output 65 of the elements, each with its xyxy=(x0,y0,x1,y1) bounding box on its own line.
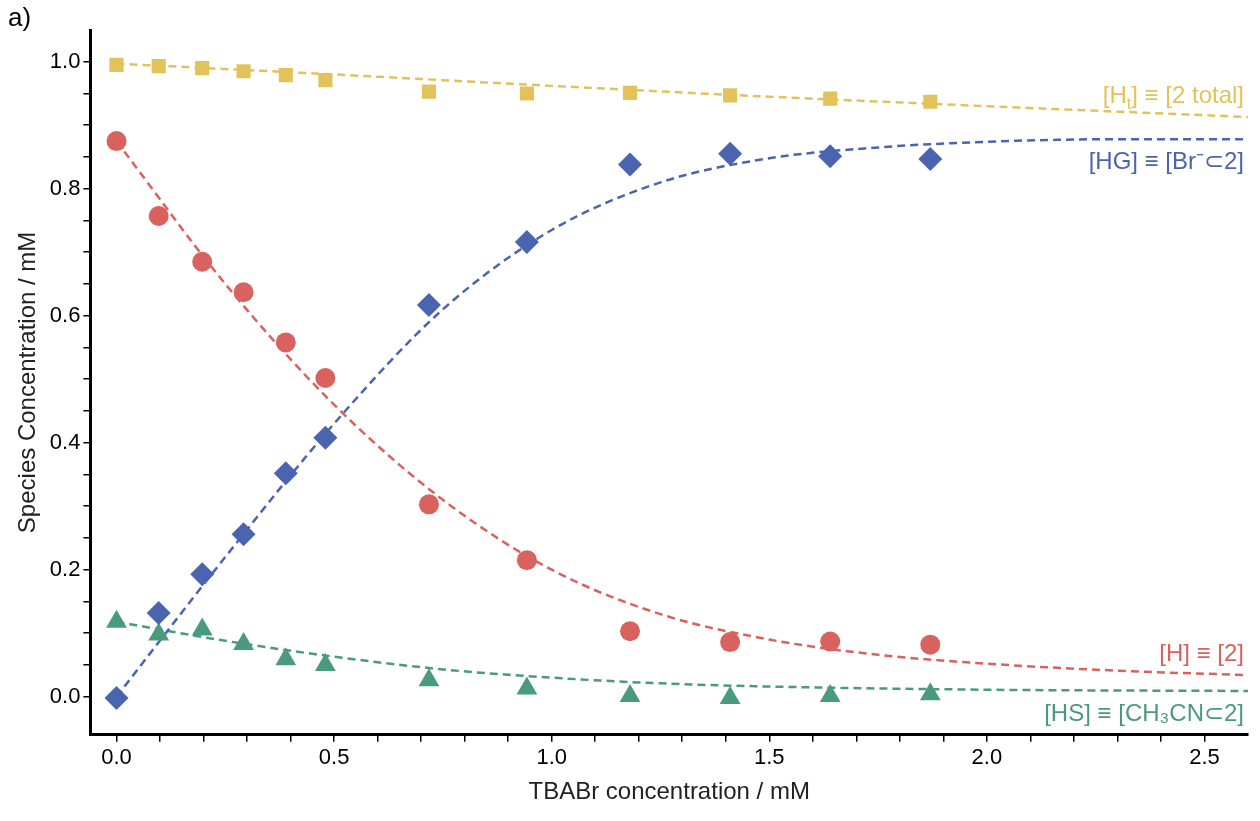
point xyxy=(109,57,124,72)
series-label: [HG] ≡ [Br⁻⊂2] xyxy=(1088,147,1244,175)
point xyxy=(820,631,841,652)
point xyxy=(418,668,440,687)
point xyxy=(315,367,336,388)
point xyxy=(315,652,336,671)
point xyxy=(275,332,296,353)
y-tick-label: 0.2 xyxy=(49,555,81,581)
point xyxy=(923,94,938,109)
point xyxy=(516,550,537,571)
y-tick-label: 0.8 xyxy=(49,174,81,200)
point xyxy=(273,461,298,486)
point xyxy=(275,647,297,666)
x-axis-title: TBABr concentration / mM xyxy=(528,777,810,805)
point xyxy=(421,84,437,99)
point xyxy=(104,685,129,710)
point xyxy=(622,85,638,100)
point xyxy=(918,146,943,171)
point xyxy=(818,144,843,169)
point xyxy=(318,73,333,88)
point xyxy=(514,230,539,255)
point xyxy=(416,292,441,317)
point xyxy=(148,206,169,227)
series-label: [HS] ≡ [CH₃CN⊂2] xyxy=(1044,698,1245,726)
x-tick-label: 2.5 xyxy=(1189,744,1220,770)
point xyxy=(278,68,293,83)
point xyxy=(313,425,338,450)
point xyxy=(191,617,213,636)
point xyxy=(233,282,254,303)
y-tick-label: 0.4 xyxy=(49,428,81,454)
x-tick-label: 2.0 xyxy=(971,744,1003,770)
point xyxy=(106,131,127,152)
point xyxy=(723,88,738,103)
point xyxy=(190,562,215,587)
point xyxy=(620,621,641,642)
point xyxy=(236,64,251,79)
series-label: [H] ≡ [2] xyxy=(1159,639,1245,667)
point xyxy=(106,609,127,628)
point xyxy=(146,600,171,625)
x-tick-label: 1.0 xyxy=(536,744,567,770)
text: a) xyxy=(8,2,32,33)
point xyxy=(819,684,841,703)
y-axis-title: Species Concentration / mM xyxy=(13,231,41,534)
point xyxy=(516,676,538,695)
x-tick-label: 0.5 xyxy=(318,744,350,770)
y-tick-label: 1.0 xyxy=(49,47,81,73)
x-tick-label: 0.0 xyxy=(101,744,132,770)
point xyxy=(418,494,439,515)
point xyxy=(920,634,941,655)
point xyxy=(148,622,170,641)
point xyxy=(231,522,256,547)
point xyxy=(619,684,641,703)
point xyxy=(718,141,743,166)
y-tick-label: 0.6 xyxy=(49,301,81,327)
point xyxy=(192,251,213,272)
y-tick-label: 0.0 xyxy=(49,682,81,708)
point xyxy=(719,685,741,704)
point xyxy=(618,152,643,177)
point xyxy=(519,86,534,101)
point xyxy=(919,682,941,701)
x-tick-label: 1.5 xyxy=(753,744,785,770)
point xyxy=(195,61,210,76)
point xyxy=(151,59,166,74)
point xyxy=(823,91,838,106)
point xyxy=(233,632,254,650)
